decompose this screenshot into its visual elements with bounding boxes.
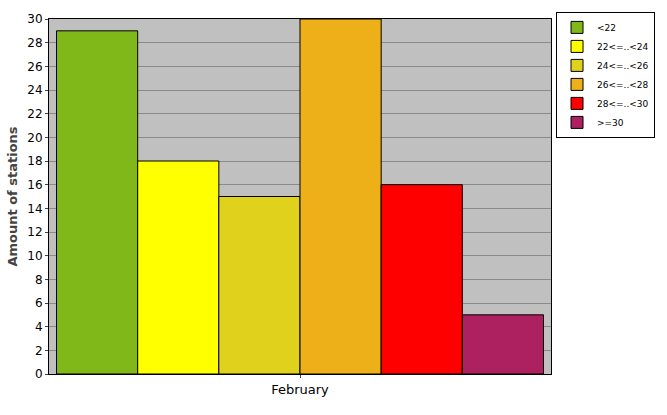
svg-text:22<=..<24: 22<=..<24	[597, 42, 649, 52]
svg-text:28<=..<30: 28<=..<30	[597, 99, 649, 109]
svg-text:4: 4	[35, 320, 43, 334]
svg-text:<22: <22	[597, 23, 616, 33]
svg-text:6: 6	[35, 296, 43, 310]
svg-text:10: 10	[27, 249, 42, 263]
svg-text:Amount of stations: Amount of stations	[5, 126, 20, 266]
svg-text:16: 16	[27, 178, 42, 192]
svg-text:20: 20	[27, 131, 42, 145]
svg-text:8: 8	[35, 273, 43, 287]
svg-text:2: 2	[35, 344, 43, 358]
svg-text:30: 30	[27, 12, 42, 26]
svg-text:0: 0	[35, 367, 43, 381]
svg-text:>=30: >=30	[597, 118, 624, 128]
svg-text:26: 26	[27, 60, 42, 74]
svg-text:22: 22	[27, 107, 42, 121]
svg-text:24<=..<26: 24<=..<26	[597, 61, 649, 71]
svg-text:26<=..<28: 26<=..<28	[597, 80, 649, 90]
svg-text:18: 18	[27, 154, 42, 168]
svg-text:February: February	[271, 382, 329, 397]
svg-text:24: 24	[27, 83, 42, 97]
svg-text:28: 28	[27, 36, 42, 50]
svg-text:12: 12	[27, 225, 42, 239]
svg-text:14: 14	[27, 202, 42, 216]
